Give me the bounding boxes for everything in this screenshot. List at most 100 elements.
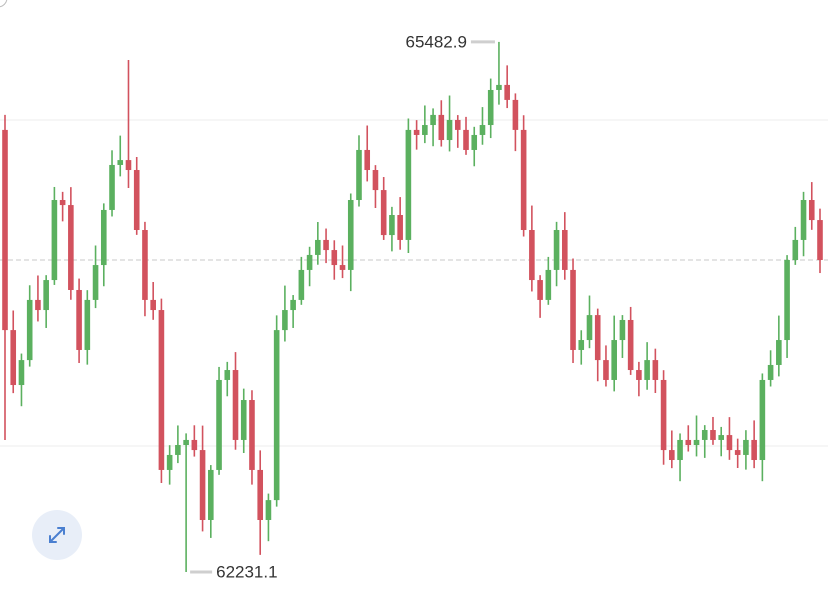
- candle-body: [611, 340, 617, 380]
- candle-body: [331, 250, 338, 266]
- candle-body: [693, 439, 700, 446]
- candle-body: [356, 149, 362, 201]
- candle-body: [710, 430, 716, 440]
- candle-body: [76, 289, 82, 350]
- candle-body: [471, 134, 478, 150]
- candle-body: [792, 239, 799, 260]
- candle-body: [125, 160, 132, 171]
- candle-body: [660, 379, 667, 451]
- candle-body: [364, 149, 371, 171]
- candle-body: [372, 170, 379, 191]
- max-label: 65482.9: [405, 32, 466, 51]
- candle-body: [298, 269, 305, 300]
- candle-body: [290, 299, 296, 311]
- candle-body: [158, 310, 165, 470]
- candle-body: [751, 439, 757, 461]
- candle-body: [117, 160, 124, 165]
- candle-body: [430, 114, 436, 126]
- candle-body: [636, 370, 642, 380]
- candle-body: [265, 500, 272, 520]
- candle-body: [26, 299, 33, 361]
- candle-body: [553, 230, 560, 270]
- candle-body: [183, 439, 189, 446]
- candle-body: [273, 330, 280, 501]
- candle-body: [339, 265, 346, 270]
- candle-body: [644, 360, 650, 380]
- candle-body: [232, 370, 239, 440]
- candle-body: [10, 330, 17, 386]
- candle-body: [413, 129, 420, 135]
- candle-body: [18, 360, 25, 386]
- candle-body: [537, 280, 543, 300]
- candle-body: [347, 200, 354, 270]
- candle-body: [199, 450, 206, 520]
- candle-body: [397, 215, 403, 240]
- candle-body: [619, 319, 626, 341]
- candle-body: [561, 230, 568, 270]
- candle-body: [166, 454, 173, 470]
- candle-body: [109, 164, 115, 210]
- min-label: 62231.1: [216, 562, 277, 581]
- candle-body: [2, 129, 8, 331]
- candle-body: [240, 400, 247, 440]
- candle-body: [504, 84, 510, 100]
- candle-body: [175, 445, 181, 455]
- candle-body: [380, 190, 387, 236]
- candle-body: [570, 269, 576, 350]
- candle-body: [257, 469, 264, 520]
- candle-body: [92, 265, 99, 300]
- expand-icon: [49, 527, 65, 543]
- candle-body: [734, 450, 741, 455]
- candle-body: [529, 230, 535, 281]
- candle-body: [150, 299, 156, 311]
- candle-body: [677, 439, 683, 461]
- candle-body: [59, 200, 66, 206]
- candle-body: [487, 89, 494, 126]
- candle-body: [84, 299, 91, 350]
- candle-body: [759, 379, 766, 461]
- candle-body: [315, 239, 321, 255]
- candle-body: [701, 430, 708, 440]
- candle-body: [545, 269, 552, 300]
- candle-body: [323, 239, 329, 251]
- candle-body: [422, 125, 428, 135]
- candle-body: [306, 254, 313, 270]
- candle-body: [627, 319, 634, 371]
- corner-icon[interactable]: [0, 0, 8, 8]
- candle-body: [652, 360, 659, 380]
- candle-body: [520, 129, 527, 231]
- candle-body: [68, 205, 74, 290]
- candle-body: [776, 340, 782, 365]
- candle-body: [479, 125, 486, 135]
- candle-body: [817, 220, 823, 260]
- candle-body: [767, 364, 774, 380]
- candle-body: [594, 315, 601, 361]
- expand-button[interactable]: [32, 510, 82, 560]
- candle-body: [100, 209, 107, 266]
- candle-body: [405, 129, 412, 240]
- candle-body: [463, 129, 469, 150]
- candle-body: [446, 119, 453, 141]
- candle-body: [224, 370, 231, 380]
- candle-body: [35, 299, 41, 311]
- candle-body: [586, 315, 593, 341]
- candle-body: [578, 340, 585, 350]
- candle-body: [191, 439, 198, 451]
- candle-body: [454, 119, 461, 130]
- candle-body: [784, 259, 790, 341]
- candle-body: [249, 400, 255, 470]
- candle-body: [800, 200, 807, 240]
- candle-body: [216, 379, 222, 470]
- candle-body: [726, 435, 733, 451]
- candle-body: [718, 435, 725, 440]
- candle-body: [389, 215, 395, 236]
- candle-body: [669, 450, 675, 461]
- candle-body: [282, 310, 288, 331]
- candle-body: [142, 230, 148, 300]
- candle-body: [512, 99, 519, 130]
- candle-body: [438, 114, 445, 141]
- candle-body: [133, 170, 140, 231]
- candle-body: [208, 469, 214, 520]
